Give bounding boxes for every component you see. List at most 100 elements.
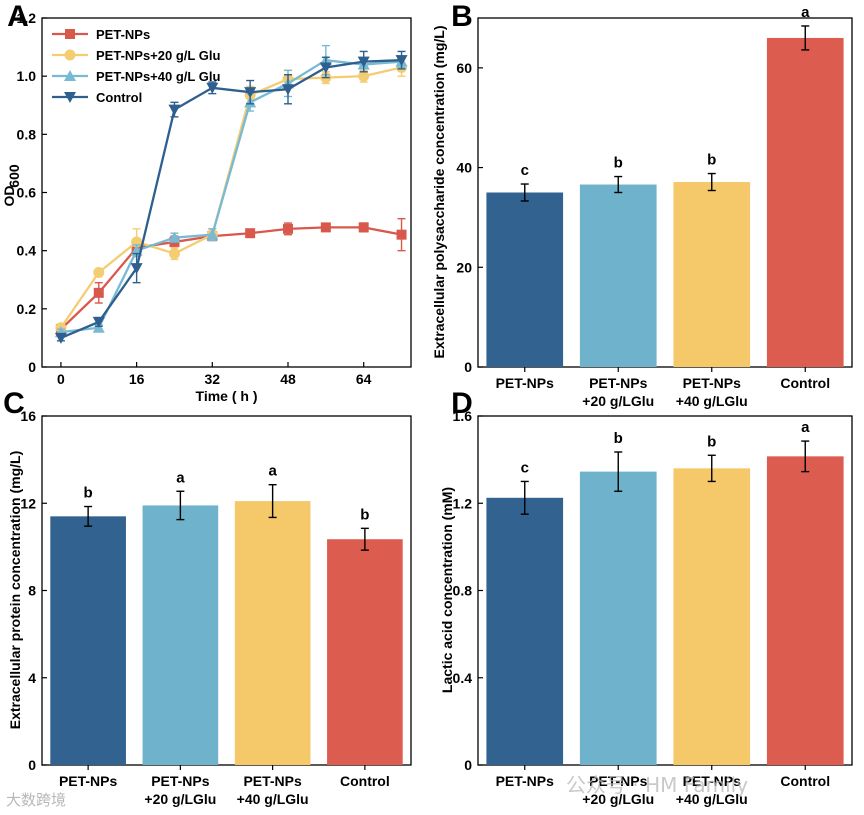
y-tick-label: 8 — [28, 583, 36, 599]
legend-label: PET-NPs+40 g/L Glu — [96, 69, 220, 84]
data-point — [206, 228, 219, 240]
category-label: PET-NPs — [151, 773, 210, 789]
bar — [234, 501, 311, 765]
bar — [673, 468, 751, 765]
significance-letter: a — [801, 419, 810, 436]
category-label: PET-NPs — [59, 773, 118, 789]
y-tick-label: 1.0 — [17, 68, 37, 84]
watermark-left: 大数跨境 — [6, 791, 66, 809]
y-tick-label: 0 — [28, 359, 36, 375]
data-point — [358, 222, 369, 233]
y-tick-label: 0.4 — [453, 670, 473, 686]
series-line — [59, 66, 402, 329]
data-point — [283, 223, 293, 234]
category-label: +20 g/LGlu — [582, 393, 654, 409]
category-label: Control — [780, 773, 830, 789]
data-point — [396, 229, 407, 240]
y-tick-label: 20 — [456, 259, 472, 275]
category-label: Control — [780, 375, 830, 391]
significance-letter: a — [801, 4, 810, 21]
data-point — [168, 248, 180, 260]
category-label: +20 g/LGlu — [144, 791, 216, 807]
legend-label: Control — [96, 90, 142, 105]
y-tick-label: 0 — [464, 757, 472, 773]
legend: PET-NPs PET-NPs+20 g/L Glu PET-NPs+40 g/L … — [52, 27, 220, 105]
y-tick-label: 40 — [456, 160, 472, 176]
x-tick-label: 64 — [356, 371, 372, 387]
data-point — [245, 228, 256, 239]
y-axis-label-subscript: 600 — [6, 164, 22, 188]
y-axis-label: Extracellular polysaccharide concentrati… — [431, 26, 447, 359]
category-label: PET-NPs — [589, 375, 648, 391]
y-tick-label: 0.4 — [17, 243, 37, 259]
significance-letter: b — [707, 433, 716, 450]
data-point — [395, 55, 408, 67]
category-label: PET-NPs — [496, 375, 555, 391]
y-axis-label: Extracellular protein concentration (mg/… — [7, 451, 23, 730]
y-axis-label-main: OD — [1, 186, 17, 207]
y-tick-label: 0.8 — [17, 126, 37, 142]
category-label: PET-NPs — [496, 773, 555, 789]
bar — [766, 37, 844, 367]
category-label: +20 g/LGlu — [582, 791, 654, 807]
category-label: Control — [340, 773, 390, 789]
legend-marker — [65, 29, 75, 39]
significance-letter: b — [84, 485, 93, 502]
data-point — [358, 70, 370, 82]
category-label: PET-NPs — [683, 375, 742, 391]
panel-a-letter: A — [7, 0, 29, 33]
data-point — [206, 82, 219, 94]
data-point — [93, 266, 105, 278]
y-tick-label: 0.2 — [17, 301, 37, 317]
panel-c-letter: C — [3, 387, 25, 420]
bar — [50, 516, 126, 765]
x-tick-label: 16 — [129, 371, 145, 387]
data-point — [282, 84, 294, 96]
category-label: +40 g/LGlu — [676, 393, 748, 409]
series-line — [60, 59, 402, 339]
bar — [673, 182, 751, 367]
series-line — [60, 58, 402, 334]
y-tick-label: 16 — [20, 408, 36, 424]
data-point — [244, 87, 257, 99]
x-axis-label: Time ( h ) — [196, 388, 258, 404]
legend-marker — [64, 49, 76, 61]
y-tick-label: 12 — [20, 495, 36, 511]
y-tick-label: 1.6 — [453, 408, 473, 424]
category-label: PET-NPs — [589, 773, 648, 789]
bar — [766, 456, 844, 765]
y-tick-label: 0.8 — [453, 583, 473, 599]
y-tick-label: 4 — [28, 670, 36, 686]
y-tick-label: 60 — [456, 60, 472, 76]
bar — [142, 505, 219, 765]
significance-letter: c — [521, 459, 529, 476]
significance-letter: b — [614, 155, 623, 172]
y-tick-label: 0.6 — [17, 185, 37, 201]
x-tick-label: 32 — [205, 371, 221, 387]
panel-d-letter: D — [451, 387, 473, 420]
data-point — [92, 316, 105, 328]
bar — [327, 539, 403, 765]
legend-label: PET-NPs — [96, 27, 150, 42]
bar — [579, 471, 657, 765]
category-label: PET-NPs — [683, 773, 742, 789]
significance-letter: a — [268, 463, 277, 480]
watermark-right: 公众号 · HM Family — [566, 773, 748, 797]
series-3 — [54, 50, 408, 344]
y-axis-label-text: Extracellular polysaccharide concentrati… — [431, 26, 447, 359]
panel-c-bar-chart: C 0 4 8 12 16 b PET-NPs a PET-NPs +20 g/LGlu a PET-N… — [3, 387, 412, 807]
data-point — [168, 104, 181, 116]
category-label: +40 g/LGlu — [676, 791, 748, 807]
significance-letter: b — [614, 430, 623, 447]
legend-marker — [64, 92, 76, 103]
y-tick-label: 1.2 — [453, 495, 473, 511]
bar — [486, 497, 564, 765]
y-axis-label-text: Lactic acid concentration (mM) — [439, 487, 455, 693]
panel-d-bar-chart: D 0 0.4 0.8 1.2 1.6 c PET-NPs b PET-NPs +20 g/LGlu… — [439, 387, 853, 807]
significance-letter: c — [521, 162, 529, 179]
watermarks: 大数跨境 公众号 · HM Family — [6, 773, 748, 809]
y-tick-label: 0 — [28, 757, 36, 773]
data-point — [54, 332, 67, 344]
bar — [486, 192, 564, 367]
